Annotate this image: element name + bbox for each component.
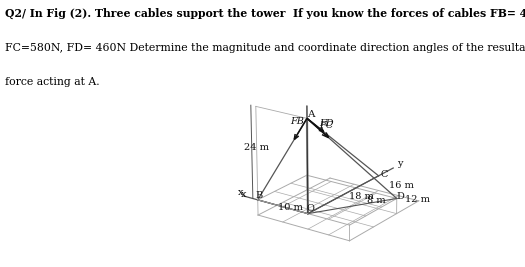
Text: FC=580N, FD= 460N Determine the magnitude and coordinate direction angles of the: FC=580N, FD= 460N Determine the magnitud…: [5, 43, 525, 53]
Text: Q2/ In Fig (2). Three cables support the tower  If you know the forces of cables: Q2/ In Fig (2). Three cables support the…: [5, 8, 525, 19]
Text: force acting at A.: force acting at A.: [5, 77, 100, 87]
